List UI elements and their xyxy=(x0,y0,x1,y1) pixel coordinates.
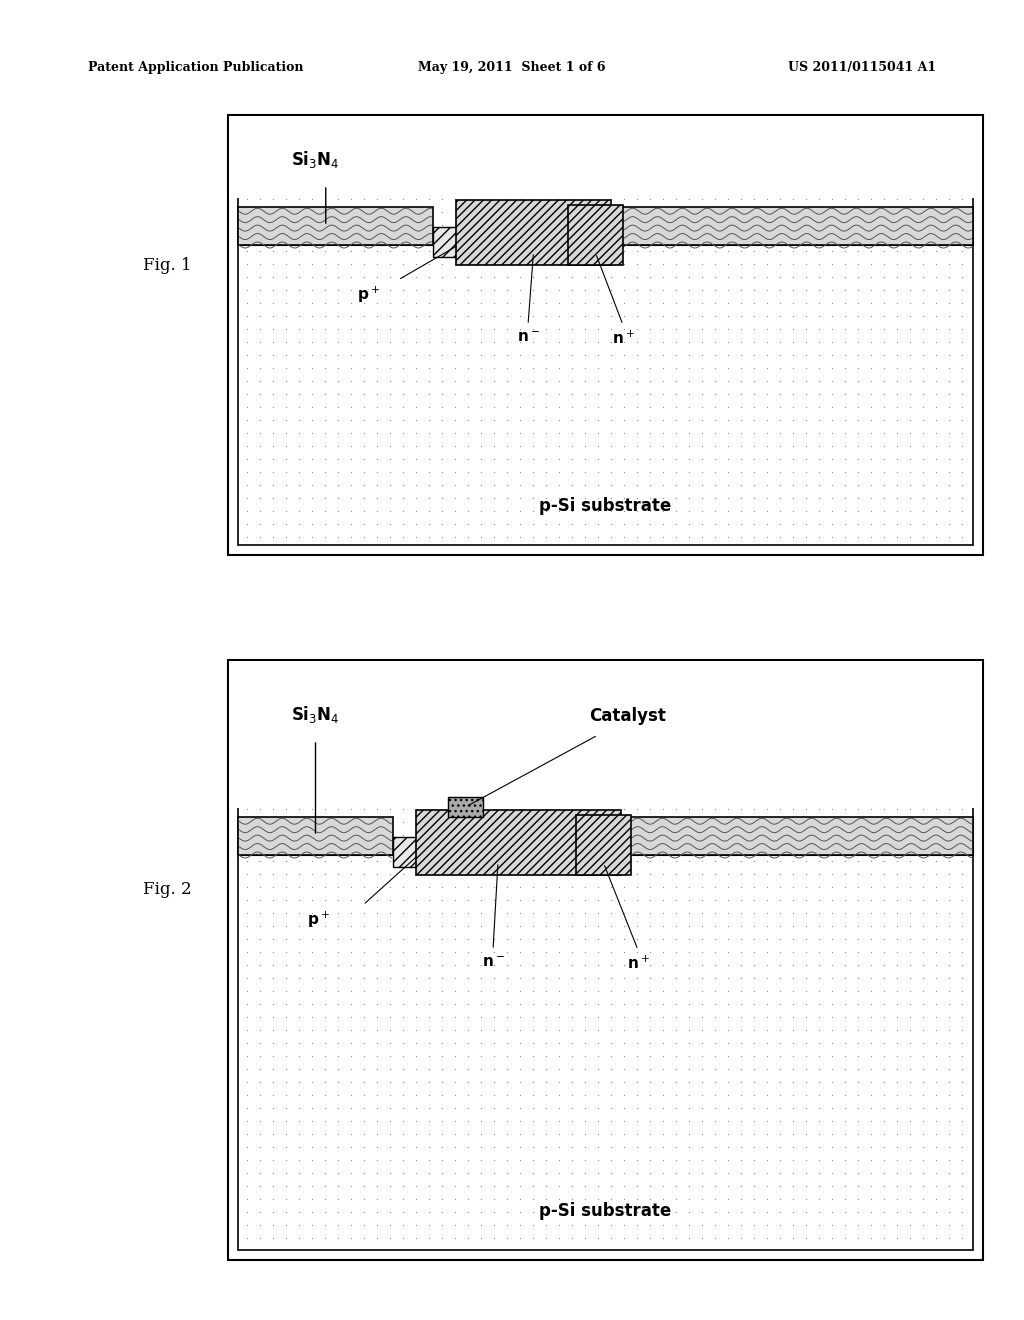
Text: n$^-$: n$^-$ xyxy=(481,954,505,970)
Text: Catalyst: Catalyst xyxy=(590,708,667,725)
Text: Fig. 1: Fig. 1 xyxy=(143,256,191,273)
Bar xyxy=(449,797,483,817)
Bar xyxy=(229,661,982,808)
Bar xyxy=(568,205,623,265)
Text: p-Si substrate: p-Si substrate xyxy=(540,498,672,515)
Text: May 19, 2011  Sheet 1 of 6: May 19, 2011 Sheet 1 of 6 xyxy=(418,62,606,74)
Text: US 2011/0115041 A1: US 2011/0115041 A1 xyxy=(787,62,936,74)
Bar xyxy=(613,207,973,246)
Bar xyxy=(456,201,611,265)
Bar xyxy=(433,227,518,257)
Bar xyxy=(238,847,973,855)
Bar xyxy=(228,115,983,554)
Bar xyxy=(416,810,621,875)
Bar xyxy=(238,238,973,246)
Text: n$^+$: n$^+$ xyxy=(611,330,635,347)
Text: p-Si substrate: p-Si substrate xyxy=(540,1203,672,1220)
Text: p$^+$: p$^+$ xyxy=(306,909,330,931)
Text: Si$_3$N$_4$: Si$_3$N$_4$ xyxy=(292,149,340,170)
Bar xyxy=(238,817,393,855)
Bar xyxy=(618,817,973,855)
Bar xyxy=(575,814,631,875)
Bar xyxy=(238,125,973,545)
Bar xyxy=(228,660,983,1261)
Text: n$^+$: n$^+$ xyxy=(627,954,649,973)
Text: Patent Application Publication: Patent Application Publication xyxy=(88,62,303,74)
Bar xyxy=(238,207,433,246)
Text: n$^-$: n$^-$ xyxy=(516,330,540,345)
Text: Si$_3$N$_4$: Si$_3$N$_4$ xyxy=(291,704,340,725)
Text: Fig. 2: Fig. 2 xyxy=(143,882,191,899)
Bar xyxy=(238,671,973,1250)
Text: p$^+$: p$^+$ xyxy=(356,285,380,305)
Bar xyxy=(393,837,478,867)
Bar xyxy=(229,116,982,198)
